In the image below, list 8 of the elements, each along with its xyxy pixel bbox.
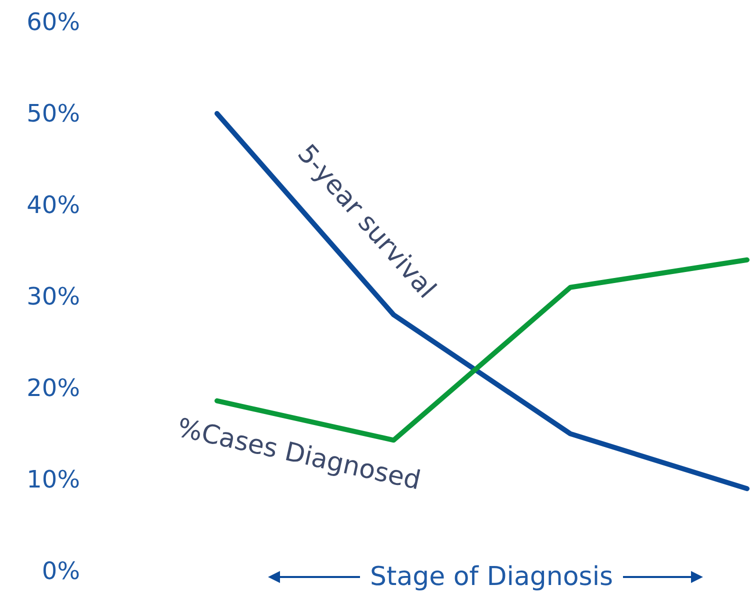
y-tick-label: 40% xyxy=(26,191,80,219)
y-tick-label: 10% xyxy=(26,466,80,494)
y-tick-label: 30% xyxy=(26,282,80,310)
y-tick-label: 0% xyxy=(42,557,80,585)
y-tick-label: 20% xyxy=(26,374,80,402)
y-tick-label: 60% xyxy=(26,8,80,36)
y-tick-label: 50% xyxy=(26,100,80,128)
x-axis-title: Stage of Diagnosis xyxy=(370,562,614,592)
